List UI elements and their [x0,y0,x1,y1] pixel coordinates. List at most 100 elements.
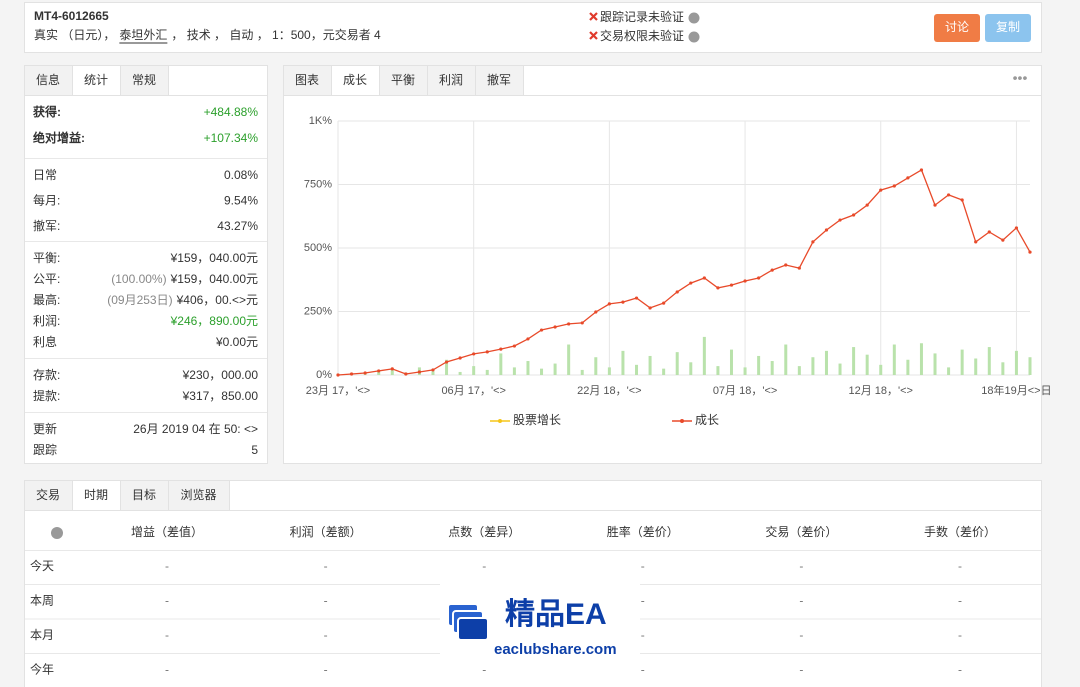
tab[interactable] [379,65,428,96]
volume-bar [784,344,788,375]
growth-point [336,373,340,377]
tab[interactable] [168,480,230,511]
volume-bar [675,352,679,375]
stat-value: ¥230，000.00 [182,368,259,382]
tab[interactable] [120,480,169,511]
growth-point [512,344,516,348]
tab[interactable] [72,65,121,96]
watermark-logo [457,617,489,641]
tab[interactable] [24,480,73,511]
tab[interactable] [72,480,121,511]
chart-panel [283,65,1042,464]
tab-label[interactable]: 常规 [132,72,156,87]
volume-bar [770,361,774,375]
stat-value: 26月 2019 04 在 50: <> [133,422,258,436]
cell: - [165,628,169,642]
cell: - [641,663,645,677]
volume-bar [567,344,571,375]
y-tick-label: 500% [304,242,332,254]
growth-point [472,352,476,356]
column-header: 胜率（差价） [607,524,679,539]
y-tick-label: 750% [304,178,332,190]
tab[interactable] [24,65,73,96]
cell: - [799,559,803,573]
stat-label: 利息 [33,334,57,349]
growth-point [607,302,611,306]
volume-bar [824,350,828,375]
volume-bar [1028,357,1032,375]
legend-label[interactable]: 成长 [695,413,719,427]
growth-point [377,369,381,373]
tab[interactable] [120,65,169,96]
cell: - [165,594,169,608]
tab-label[interactable]: 信息 [36,72,60,87]
discuss-button[interactable] [934,14,980,42]
growth-point [811,240,815,244]
volume-bar [1001,362,1005,375]
tab[interactable] [331,65,380,96]
info-icon [51,527,63,539]
growth-point [689,281,693,285]
status-icon [589,12,598,40]
tab[interactable] [283,65,332,96]
chart-menu[interactable]: ••• [1013,70,1028,86]
stat-label: 跟踪 [33,443,57,457]
growth-point [485,350,489,354]
volume-bar [960,349,964,375]
stat-label: 公平: [33,272,60,286]
tab-label[interactable]: 平衡 [391,73,415,87]
tab-label[interactable]: 成长 [343,73,367,87]
tab-label[interactable]: 目标 [132,488,156,502]
volume-bar [526,361,530,375]
growth-point [729,283,734,287]
volume-bar [811,357,815,375]
tab-label[interactable]: 利润 [439,73,463,87]
row-label: 今天 [30,558,54,573]
y-tick-label: 250% [304,305,332,317]
growth-point [702,276,706,280]
button-label[interactable]: 讨论 [945,20,969,34]
volume-bar [594,357,598,375]
growth-point [865,203,869,207]
stat-label: 撤军: [33,218,60,233]
button-label[interactable]: 复制 [996,20,1020,34]
volume-bar [377,371,381,375]
copy-button[interactable] [985,14,1031,42]
volume-bar [540,368,544,375]
tab-label[interactable]: 浏览器 [180,487,216,502]
stat-value: ¥0.00元 [215,335,258,349]
volume-bar [431,371,435,375]
growth-point [390,367,394,371]
stat-label: 每月: [33,193,60,208]
cell: - [958,594,962,608]
legend-dot [680,419,684,423]
cell: - [958,663,962,677]
growth-point [919,168,924,172]
x-tick-label: 12月 18，'<> [849,385,913,397]
growth-point [743,279,747,283]
stat-value: 9.54% [224,194,258,208]
header-panel [24,2,1042,53]
tab-label[interactable]: 图表 [295,73,319,87]
cell: - [641,559,645,573]
growth-point [567,322,571,326]
tab[interactable] [475,65,524,96]
tab-label[interactable]: 时期 [84,488,108,502]
stat-value: 43.27% [217,219,258,233]
volume-bar [553,363,557,375]
growth-point [444,360,449,364]
tab-label[interactable]: 交易 [36,487,60,502]
stat-value: ¥406，00.<>元 [176,293,258,307]
growth-point [349,372,354,376]
growth-point [946,193,951,197]
tab-label[interactable]: 统计 [84,73,108,87]
growth-point [1014,226,1019,230]
legend-label[interactable]: 股票增长 [513,413,561,427]
volume-bar [1014,350,1018,375]
tab-label[interactable]: 撤军 [487,72,511,87]
growth-point [431,368,435,372]
legend-dot [498,419,502,423]
growth-point [987,230,991,234]
cell: - [324,628,328,642]
stat-label: 存款: [33,368,60,382]
